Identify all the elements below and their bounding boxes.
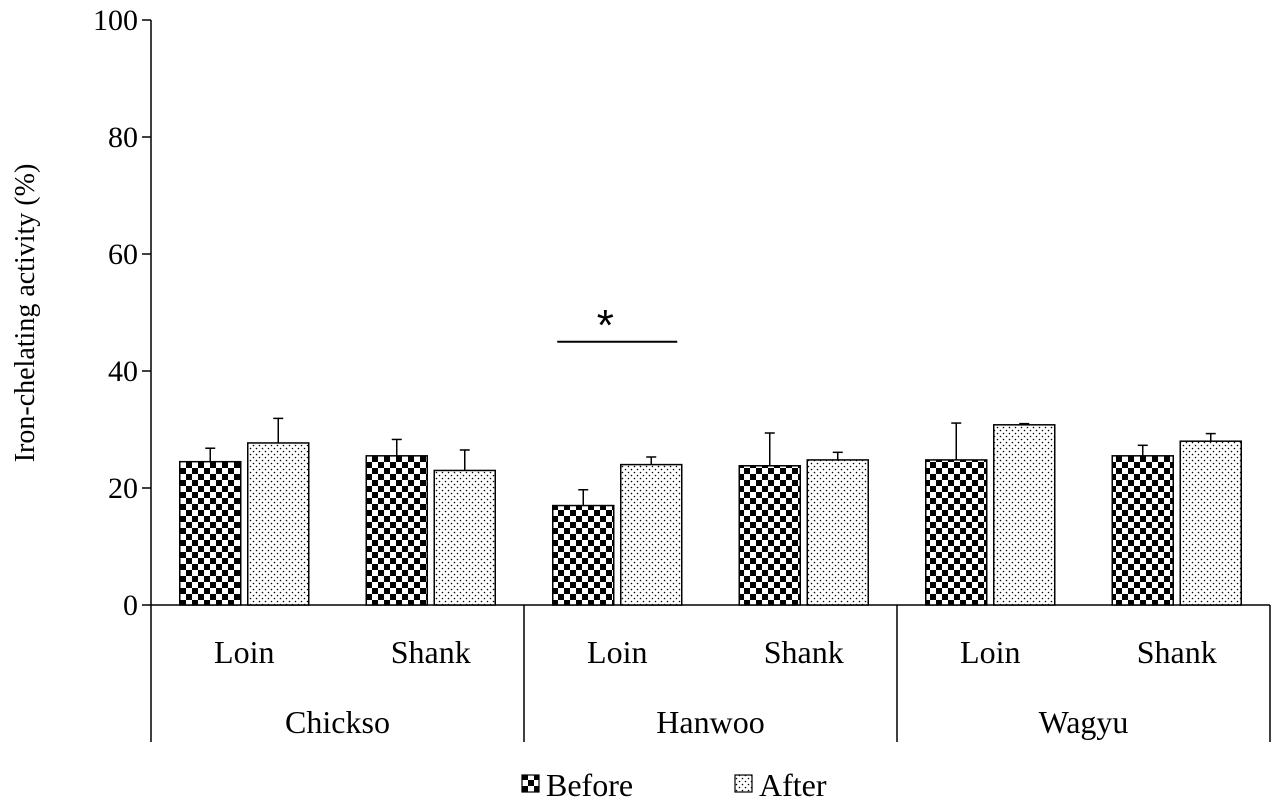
bar-before bbox=[1111, 455, 1174, 606]
legend-label-before: Before bbox=[546, 767, 633, 803]
legend-swatch-before bbox=[521, 774, 540, 793]
legend-label-after: After bbox=[759, 767, 827, 803]
bar-after bbox=[620, 463, 683, 606]
x-category-label: Loin bbox=[960, 634, 1020, 670]
bar-after bbox=[1179, 440, 1242, 606]
bar-after bbox=[247, 442, 310, 606]
bars bbox=[179, 417, 1242, 606]
y-axis-title: Iron-chelating activity (%) bbox=[10, 164, 41, 463]
bar-after bbox=[806, 459, 869, 606]
y-tick-label: 80 bbox=[108, 121, 138, 154]
significance-annotation: * bbox=[557, 301, 678, 350]
bar-before bbox=[738, 465, 801, 606]
bar-after bbox=[433, 469, 496, 606]
x-category-label: Shank bbox=[391, 634, 471, 670]
legend-swatch-after bbox=[734, 774, 753, 793]
bar-after bbox=[993, 424, 1056, 606]
y-tick-label: 0 bbox=[123, 589, 138, 622]
y-axis: 0 20 40 60 80 100 bbox=[93, 4, 152, 622]
x-group-label: Chickso bbox=[285, 704, 390, 740]
bar-before bbox=[365, 455, 428, 606]
bar-before bbox=[179, 460, 242, 606]
x-group-label: Wagyu bbox=[1039, 704, 1129, 740]
significance-marker: * bbox=[597, 301, 614, 350]
y-tick-label: 20 bbox=[108, 472, 138, 505]
bar-before bbox=[552, 504, 615, 606]
x-category-label: Shank bbox=[764, 634, 844, 670]
y-tick-label: 60 bbox=[108, 238, 138, 271]
legend: Before After bbox=[521, 767, 827, 803]
x-category-label: Loin bbox=[214, 634, 274, 670]
y-tick-label: 100 bbox=[93, 4, 138, 37]
x-category-label: Loin bbox=[587, 634, 647, 670]
x-category-label: Shank bbox=[1137, 634, 1217, 670]
y-tick-label: 40 bbox=[108, 355, 138, 388]
bar-before bbox=[925, 459, 988, 606]
x-group-label: Hanwoo bbox=[656, 704, 764, 740]
